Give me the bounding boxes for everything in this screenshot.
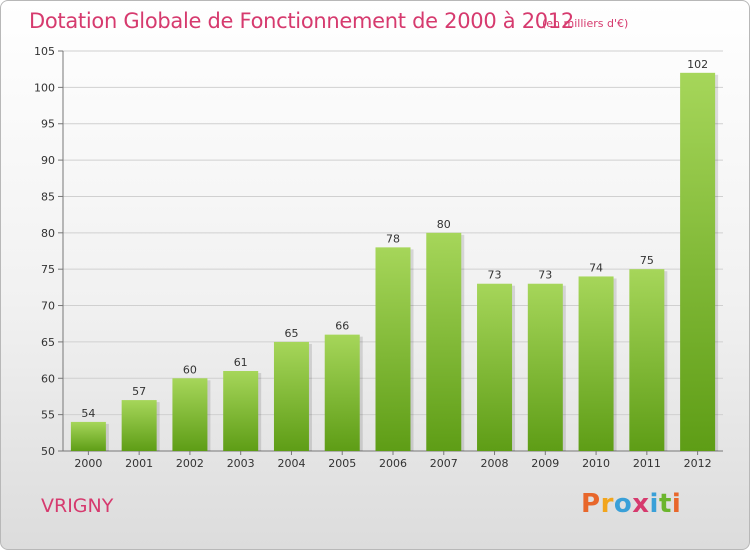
logo-letter: P	[581, 489, 601, 519]
value-label: 54	[81, 407, 95, 420]
logo-letter: i	[649, 489, 659, 519]
x-tick-label: 2001	[125, 457, 153, 470]
value-label: 73	[538, 269, 552, 282]
value-label: 80	[437, 218, 451, 231]
value-label: 61	[234, 356, 248, 369]
x-tick-label: 2005	[328, 457, 356, 470]
chart-unit: (en milliers d'€)	[542, 17, 629, 30]
bar-2007	[426, 232, 462, 451]
labels: 50 55 60 65 70 75 80 85 90 95 100 105 54 2000 57 2001 60…	[34, 45, 712, 470]
y-tick-label: 90	[41, 154, 55, 167]
x-tick-label: 2004	[277, 457, 305, 470]
value-label: 66	[335, 320, 349, 333]
x-tick-label: 2011	[633, 457, 661, 470]
y-tick-label: 80	[41, 227, 55, 240]
x-tick-label: 2009	[531, 457, 559, 470]
bar-2002	[172, 378, 208, 451]
bar-2012	[680, 72, 716, 452]
x-tick-label: 2003	[227, 457, 255, 470]
x-tick-label: 2002	[176, 457, 204, 470]
y-tick-label: 95	[41, 118, 55, 131]
bars	[70, 72, 719, 452]
bar-2008	[477, 283, 513, 451]
value-label: 73	[488, 269, 502, 282]
bar-2003	[223, 371, 259, 451]
x-tick-label: 2012	[684, 457, 712, 470]
x-tick-label: 2006	[379, 457, 407, 470]
bar-2000	[70, 421, 106, 451]
y-tick-label: 60	[41, 372, 55, 385]
chart-title: Dotation Globale de Fonctionnement de 20…	[29, 9, 574, 33]
y-tick-label: 105	[34, 45, 55, 58]
x-tick-label: 2008	[481, 457, 509, 470]
logo-letter: x	[632, 489, 650, 519]
value-label: 74	[589, 261, 603, 274]
x-tick-label: 2007	[430, 457, 458, 470]
bar-2004	[273, 341, 309, 451]
value-label: 65	[284, 327, 298, 340]
y-tick-label: 75	[41, 263, 55, 276]
bar-2010	[578, 276, 614, 451]
logo-letter: t	[658, 489, 672, 519]
logo-letter: r	[600, 489, 614, 519]
value-label: 102	[687, 58, 708, 71]
bar-2011	[629, 269, 665, 451]
x-tick-label: 2000	[74, 457, 102, 470]
bar-2001	[121, 400, 157, 451]
y-tick-label: 65	[41, 336, 55, 349]
bar-2009	[527, 283, 563, 451]
y-tick-label: 50	[41, 445, 55, 458]
bar-2006	[375, 247, 411, 451]
bar-2005	[324, 334, 360, 451]
y-tick-label: 85	[41, 190, 55, 203]
y-tick-label: 55	[41, 409, 55, 422]
value-label: 57	[132, 385, 146, 398]
commune-name: VRIGNY	[41, 495, 114, 517]
proxiti-logo: Proxiti	[581, 489, 681, 519]
value-label: 75	[640, 254, 654, 267]
logo-letter: i	[671, 489, 682, 519]
y-tick-label: 100	[34, 81, 55, 94]
x-tick-label: 2010	[582, 457, 610, 470]
value-label: 60	[183, 363, 197, 376]
value-label: 78	[386, 232, 400, 245]
y-tick-label: 70	[41, 300, 55, 313]
logo-letter: o	[613, 489, 633, 519]
